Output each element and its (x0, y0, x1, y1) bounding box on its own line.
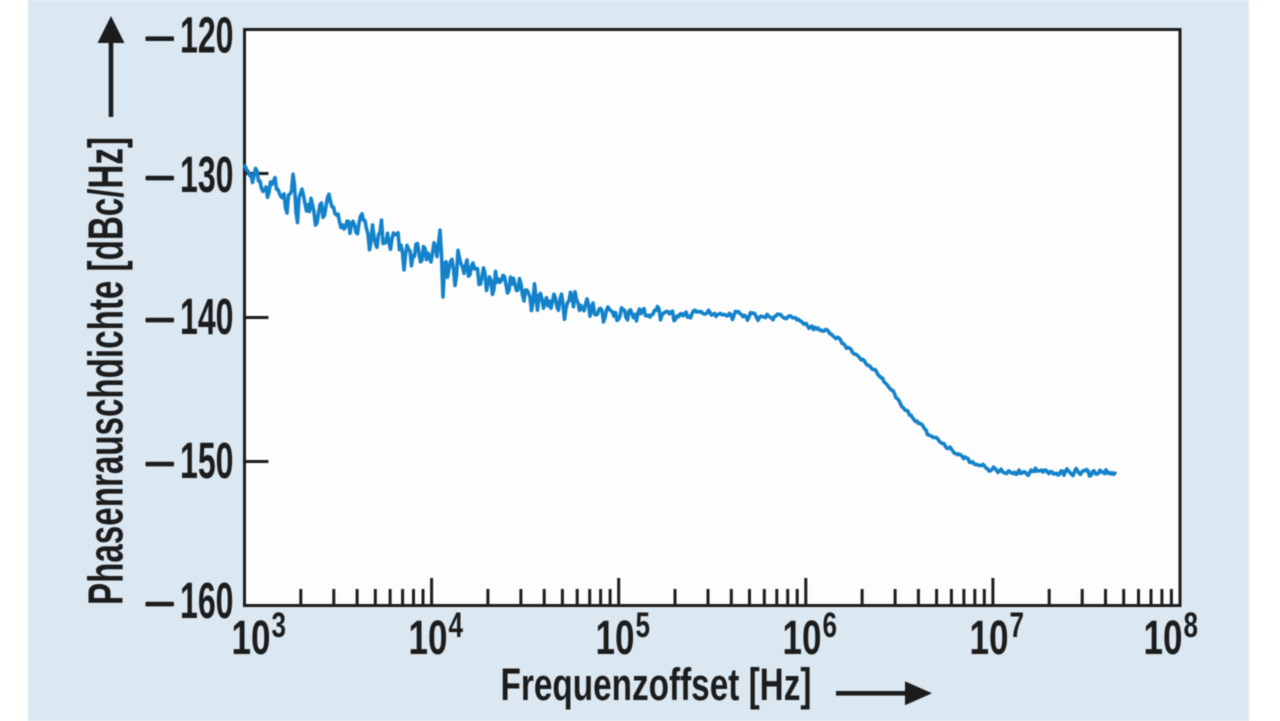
svg-text:130: 130 (180, 146, 234, 203)
svg-text:160: 160 (180, 572, 234, 629)
svg-text:4: 4 (449, 606, 464, 645)
svg-text:10: 10 (232, 612, 271, 665)
svg-text:7: 7 (1010, 606, 1025, 645)
svg-text:10: 10 (409, 612, 448, 665)
svg-text:10: 10 (1144, 612, 1183, 665)
svg-text:10: 10 (783, 612, 822, 665)
svg-text:3: 3 (272, 606, 287, 645)
svg-text:140: 140 (180, 288, 234, 345)
svg-text:8: 8 (1184, 606, 1199, 645)
svg-text:150: 150 (180, 432, 234, 489)
svg-text:10: 10 (970, 612, 1009, 665)
svg-text:120: 120 (180, 7, 234, 64)
svg-text:5: 5 (636, 606, 651, 645)
svg-text:6: 6 (823, 606, 838, 645)
svg-text:Phasenrauschdichte [dBc/Hz]: Phasenrauschdichte [dBc/Hz] (79, 137, 134, 605)
svg-text:10: 10 (596, 612, 635, 665)
svg-text:Frequenzoffset [Hz]: Frequenzoffset [Hz] (501, 659, 812, 710)
